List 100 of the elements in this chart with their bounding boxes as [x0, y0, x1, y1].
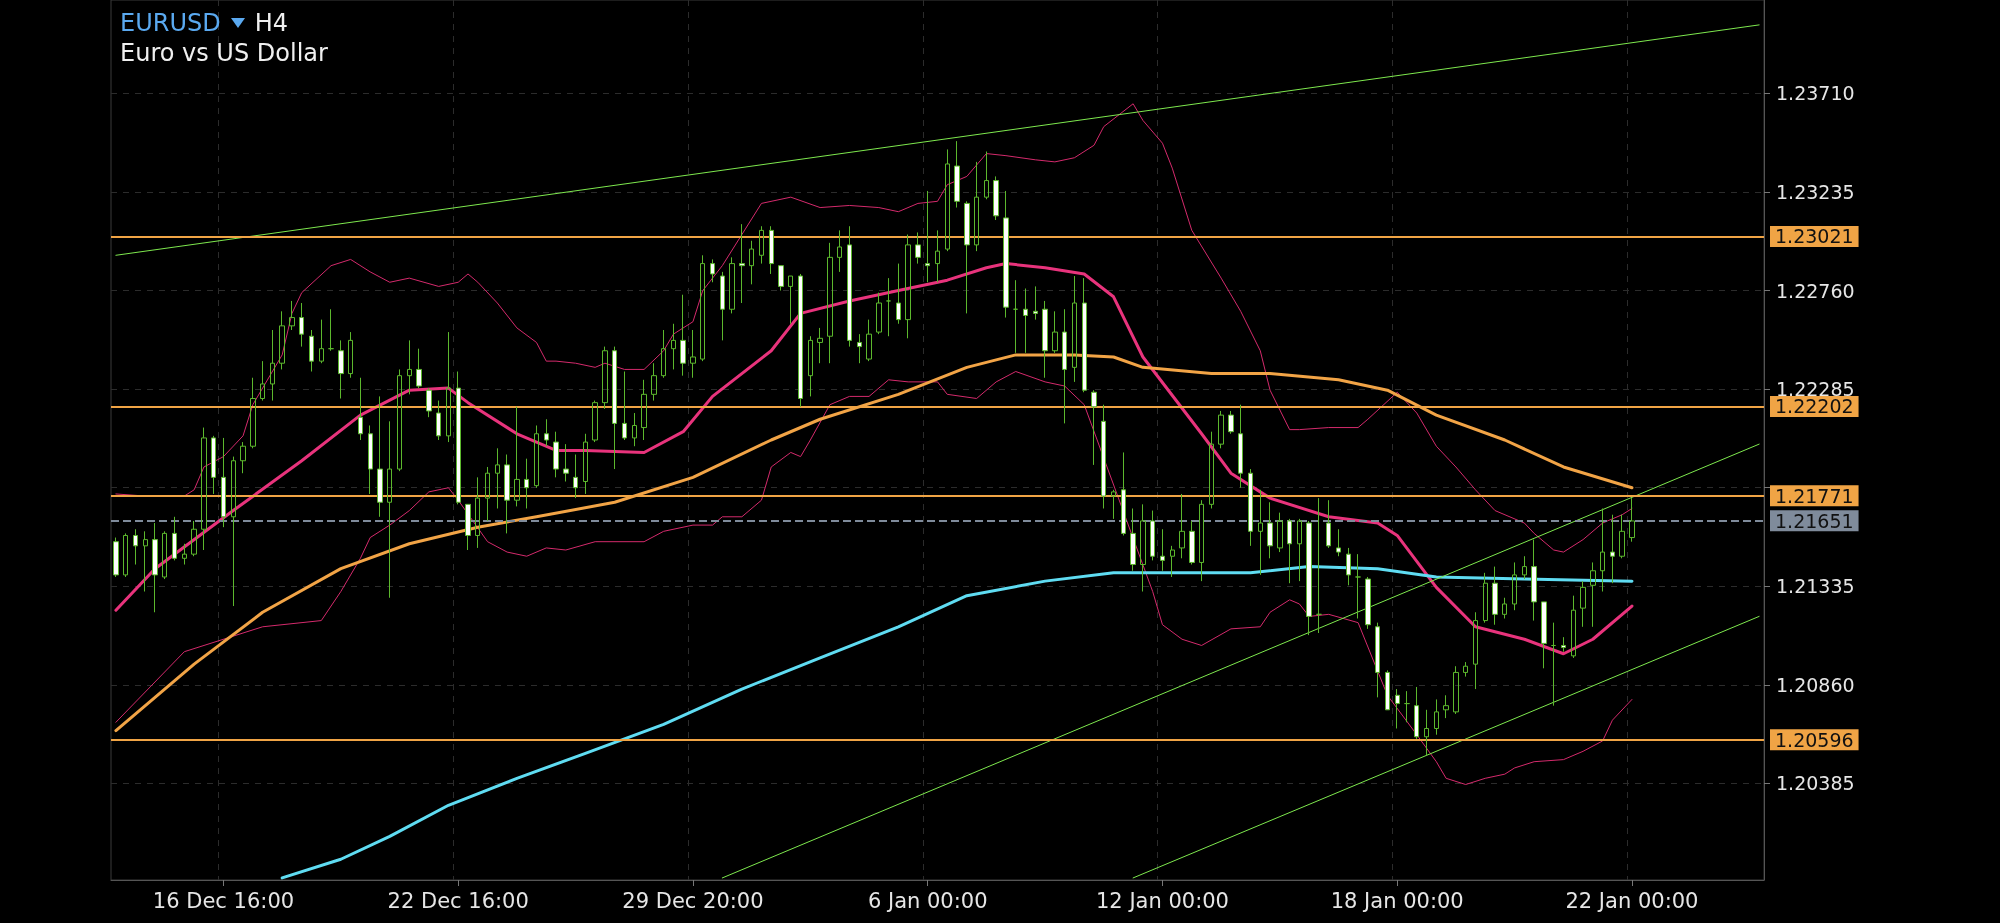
candlestick — [563, 443, 569, 483]
candlestick — [739, 223, 745, 304]
candlestick — [1473, 611, 1478, 690]
text: Euro vs US Dollar — [120, 38, 328, 68]
candlestick — [1561, 636, 1566, 653]
candlestick — [1228, 410, 1234, 435]
candlestick — [622, 371, 627, 441]
candlestick — [319, 319, 324, 364]
candlestick — [544, 418, 549, 447]
candlestick — [553, 431, 559, 478]
candlestick — [964, 200, 970, 314]
y-tick-label: 1.21335 — [1776, 575, 1855, 598]
candlestick — [1551, 622, 1556, 707]
candlestick — [778, 265, 784, 292]
candlestick — [211, 435, 216, 495]
ref-line-label: 1.20596 — [1775, 728, 1854, 751]
candlestick — [1424, 709, 1429, 756]
candlestick — [1042, 300, 1048, 379]
candlestick — [534, 424, 539, 489]
candlestick — [896, 263, 901, 325]
x-tick-label: 22 Dec 16:00 — [387, 888, 529, 913]
candlestick — [1502, 597, 1507, 619]
candlestick — [1306, 520, 1312, 636]
candlestick — [279, 310, 285, 370]
candlestick — [240, 441, 246, 474]
candlestick — [573, 454, 578, 499]
candlestick — [143, 530, 148, 593]
candlestick — [1091, 389, 1097, 466]
candlestick — [270, 329, 275, 402]
candlestick — [583, 433, 588, 495]
candlestick — [1522, 555, 1527, 580]
candlestick — [113, 537, 119, 578]
candlestick — [769, 225, 774, 275]
candlestick — [1140, 503, 1146, 593]
candlestick — [1209, 431, 1214, 509]
x-tick-label: 16 Dec 16:00 — [152, 888, 295, 913]
candlestick — [1512, 561, 1517, 611]
candlestick — [866, 319, 872, 362]
candlestick — [387, 420, 392, 599]
candlestick — [289, 300, 295, 331]
candlestick — [1072, 275, 1077, 383]
candlestick — [974, 161, 979, 252]
candlestick — [935, 229, 940, 283]
y-tick-label: 1.23235 — [1776, 180, 1855, 203]
candlestick — [299, 302, 304, 348]
candlestick — [945, 148, 950, 252]
candlestick — [1629, 497, 1635, 543]
line-series — [280, 565, 1634, 880]
ref-line-label: 1.21771 — [1775, 484, 1854, 507]
candlestick — [1316, 497, 1322, 634]
candlestick — [377, 395, 383, 518]
candlestick — [808, 335, 813, 397]
candlestick — [1062, 308, 1067, 424]
candlestick — [1179, 493, 1185, 559]
x-tick-label: 22 Jan 00:00 — [1565, 888, 1699, 913]
ref-line-label: 1.23021 — [1775, 225, 1854, 248]
candlestick — [700, 254, 705, 362]
candlestick — [1199, 499, 1204, 582]
candlestick — [1023, 287, 1028, 354]
candlestick — [680, 294, 686, 377]
candlestick — [172, 516, 177, 561]
candlestick — [1277, 512, 1283, 553]
candlestick — [1443, 694, 1449, 719]
candlestick — [984, 151, 989, 200]
candlestick — [1160, 528, 1165, 572]
candlestick — [1453, 665, 1459, 715]
candlestick — [857, 333, 862, 364]
candlestick — [1365, 576, 1371, 630]
candlestick — [1355, 553, 1361, 619]
candlestick — [1492, 566, 1498, 626]
candlestick — [1297, 518, 1302, 582]
line-series — [115, 371, 1633, 786]
candlestick — [426, 387, 432, 418]
candlestick — [827, 242, 833, 364]
x-tick-label: 29 Dec 20:00 — [622, 888, 764, 913]
candlestick — [651, 362, 657, 402]
candlestick — [1130, 507, 1136, 572]
candlestick — [1619, 514, 1625, 559]
ref-line-label: 1.21651 — [1775, 509, 1854, 532]
x-tick-label: 6 Jan 00:00 — [867, 888, 988, 913]
candlestick — [710, 258, 715, 283]
candlestick — [925, 190, 930, 283]
candlestick — [1326, 499, 1331, 549]
ref-line-label: 1.22202 — [1775, 395, 1854, 418]
candlestick — [632, 412, 637, 447]
candlestick — [309, 329, 314, 373]
candlestick — [720, 271, 725, 341]
candlestick — [661, 329, 666, 379]
candlestick — [612, 346, 617, 470]
candlestick — [641, 379, 647, 441]
candlestick — [485, 466, 490, 522]
candlestick — [1052, 310, 1058, 354]
x-tick-label: 12 Jan 00:00 — [1095, 888, 1229, 913]
candlestick — [1101, 404, 1106, 509]
candlestick — [358, 377, 363, 441]
candlestick — [123, 532, 128, 578]
candlestick — [886, 277, 891, 337]
y-tick-label: 1.20860 — [1776, 673, 1855, 696]
candlestick — [397, 368, 402, 472]
candlestick — [162, 530, 167, 580]
